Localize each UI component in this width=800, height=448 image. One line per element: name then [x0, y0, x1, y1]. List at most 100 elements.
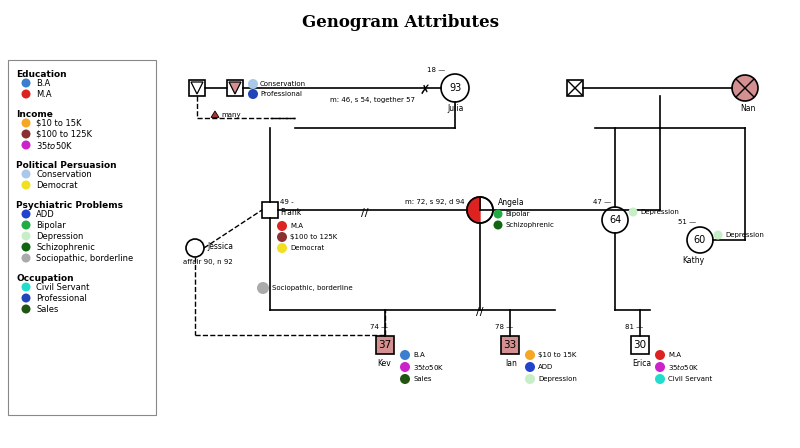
Text: B.A: B.A [36, 78, 50, 87]
Text: Civil Servant: Civil Servant [668, 376, 712, 382]
Text: ADD: ADD [36, 210, 54, 219]
Text: M.A: M.A [36, 90, 52, 99]
Circle shape [525, 374, 535, 384]
Text: 47 —: 47 — [593, 199, 611, 205]
Text: Jessica: Jessica [207, 241, 233, 250]
Text: m: 72, s 92, d 94: m: 72, s 92, d 94 [405, 199, 465, 205]
Text: Schizophrenic: Schizophrenic [36, 242, 95, 251]
Circle shape [655, 374, 665, 384]
Circle shape [22, 232, 30, 241]
Text: Schizophrenic: Schizophrenic [505, 222, 554, 228]
Text: Income: Income [16, 110, 53, 119]
Text: $10 to 15K: $10 to 15K [538, 352, 576, 358]
Text: Sales: Sales [413, 376, 431, 382]
Circle shape [441, 74, 469, 102]
Text: M.A: M.A [668, 352, 681, 358]
Text: affair 90, n 92: affair 90, n 92 [183, 259, 233, 265]
Circle shape [494, 210, 502, 219]
Bar [189, 80, 205, 96]
Text: Genogram Attributes: Genogram Attributes [302, 14, 498, 31]
Text: Education: Education [16, 70, 66, 79]
Text: 30: 30 [634, 340, 646, 350]
Circle shape [248, 89, 258, 99]
Text: Erica: Erica [632, 358, 651, 367]
Bar [262, 202, 278, 218]
Bar [227, 80, 243, 96]
Text: Ian: Ian [505, 358, 517, 367]
Text: 74 —: 74 — [370, 324, 388, 330]
Circle shape [629, 207, 638, 216]
Text: Sociopathic, borderline: Sociopathic, borderline [272, 285, 353, 291]
Circle shape [257, 282, 269, 294]
Text: Psychiatric Problems: Psychiatric Problems [16, 201, 123, 210]
Circle shape [22, 169, 30, 178]
Text: $10 to 15K: $10 to 15K [36, 119, 82, 128]
Text: Sociopathic, borderline: Sociopathic, borderline [36, 254, 134, 263]
Text: Political Persuasion: Political Persuasion [16, 161, 117, 170]
Text: 37: 37 [378, 340, 392, 350]
Circle shape [186, 239, 204, 257]
Text: Professional: Professional [260, 91, 302, 97]
Text: Julia: Julia [447, 103, 463, 112]
Circle shape [22, 293, 30, 302]
Text: m: 46, s 54, together 57: m: 46, s 54, together 57 [330, 97, 415, 103]
Polygon shape [191, 82, 203, 94]
Text: Depression: Depression [640, 209, 679, 215]
Text: Conservation: Conservation [260, 81, 306, 87]
Text: ✗: ✗ [420, 83, 430, 96]
Text: 18 —: 18 — [427, 67, 446, 73]
Circle shape [22, 305, 30, 314]
Circle shape [277, 243, 287, 253]
Circle shape [687, 227, 713, 253]
Text: Frank: Frank [280, 207, 302, 216]
Bar [567, 80, 583, 96]
Circle shape [248, 79, 258, 89]
Text: $100 to 125K: $100 to 125K [290, 234, 338, 240]
Text: Sales: Sales [36, 305, 58, 314]
Text: B.A: B.A [413, 352, 425, 358]
Circle shape [732, 75, 758, 101]
Text: Civil Servant: Civil Servant [36, 283, 90, 292]
Circle shape [22, 141, 30, 150]
Text: ADD: ADD [538, 364, 554, 370]
Circle shape [602, 207, 628, 233]
Text: Depression: Depression [36, 232, 83, 241]
Circle shape [400, 362, 410, 372]
Circle shape [525, 362, 535, 372]
Circle shape [22, 119, 30, 128]
Text: 93: 93 [449, 83, 461, 93]
Polygon shape [229, 82, 241, 94]
Circle shape [277, 221, 287, 231]
Text: M.A: M.A [290, 223, 303, 229]
Circle shape [22, 242, 30, 251]
Text: Depression: Depression [725, 232, 764, 238]
Circle shape [525, 350, 535, 360]
Polygon shape [211, 111, 219, 117]
Text: 33: 33 [503, 340, 517, 350]
Text: 81 —: 81 — [625, 324, 643, 330]
Circle shape [400, 374, 410, 384]
Text: $35 to $50K: $35 to $50K [668, 362, 699, 372]
Text: 78 —: 78 — [495, 324, 514, 330]
Text: Democrat: Democrat [290, 245, 324, 251]
Text: Democrat: Democrat [36, 181, 78, 190]
Text: many: many [221, 112, 241, 118]
Circle shape [22, 220, 30, 229]
Text: Bipolar: Bipolar [36, 220, 66, 229]
Text: $35 to $50K: $35 to $50K [36, 139, 74, 151]
Text: 49 -: 49 - [280, 199, 294, 205]
Circle shape [22, 254, 30, 263]
Bar [8, 60, 156, 415]
Polygon shape [467, 197, 480, 223]
Bar [376, 336, 394, 354]
Circle shape [22, 129, 30, 138]
Text: Depression: Depression [538, 376, 577, 382]
Circle shape [655, 362, 665, 372]
Text: Kathy: Kathy [682, 255, 704, 264]
Text: $35 to $50K: $35 to $50K [413, 362, 445, 372]
Circle shape [467, 197, 493, 223]
Circle shape [655, 350, 665, 360]
Text: Nan: Nan [740, 103, 755, 112]
Circle shape [714, 231, 722, 240]
Circle shape [22, 78, 30, 87]
